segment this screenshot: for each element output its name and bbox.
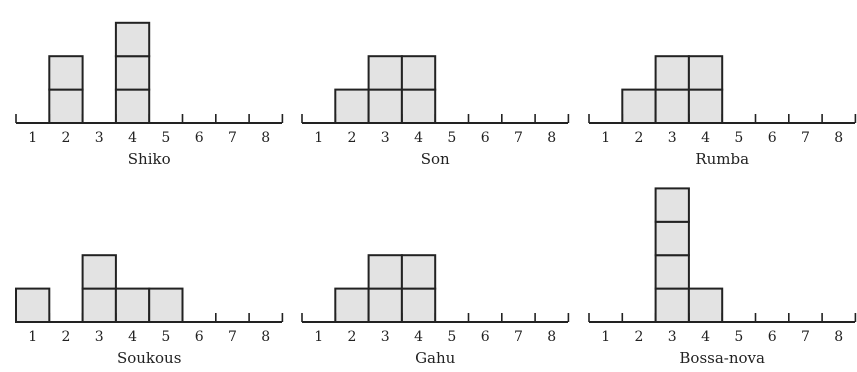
tick-label-shiko-4: 4 — [128, 130, 137, 146]
bar-son-3-unit-1 — [367, 88, 403, 124]
bar-rumba-3-unit-2 — [654, 55, 690, 91]
tick-label-rumba-5: 5 — [734, 130, 743, 146]
tick-label-soukous-6: 6 — [195, 329, 204, 345]
panel-title-soukous: Soukous — [117, 349, 181, 367]
panel-rumba: 1 2 3 4 5 6 7 8 Rumba — [588, 55, 857, 168]
tick-label-son-6: 6 — [481, 130, 490, 146]
tick-label-gahu-6: 6 — [481, 329, 490, 345]
tick-label-bossa-nova-1: 1 — [601, 329, 610, 345]
bar-rumba-4-unit-1 — [687, 88, 724, 124]
tick-label-soukous-4: 4 — [128, 329, 137, 345]
tick-label-shiko-2: 2 — [61, 130, 70, 146]
tick-label-shiko-3: 3 — [95, 130, 104, 146]
tick-label-gahu-8: 8 — [547, 329, 556, 345]
tick-label-bossa-nova-6: 6 — [768, 329, 777, 345]
bar-soukous-5-unit-1 — [148, 287, 184, 324]
tick-label-son-7: 7 — [514, 130, 523, 146]
tick-label-rumba-8: 8 — [834, 130, 843, 146]
panel-title-son: Son — [421, 150, 450, 168]
tick-label-rumba-4: 4 — [701, 130, 710, 146]
tick-label-shiko-5: 5 — [161, 130, 170, 146]
tick-label-rumba-3: 3 — [668, 130, 677, 146]
bar-son-3-unit-2 — [367, 55, 403, 91]
bar-shiko-2-unit-1 — [48, 88, 84, 124]
bar-rumba-3-unit-1 — [654, 88, 690, 124]
tick-label-bossa-nova-7: 7 — [801, 329, 810, 345]
tick-label-bossa-nova-3: 3 — [668, 329, 677, 345]
panel-title-rumba: Rumba — [695, 150, 749, 168]
bar-son-4-unit-2 — [400, 55, 437, 91]
bar-bossa-nova-3-unit-1 — [654, 287, 690, 324]
bar-soukous-3-unit-2 — [81, 254, 117, 290]
tick-label-gahu-2: 2 — [347, 329, 356, 345]
tick-label-rumba-6: 6 — [768, 130, 777, 146]
bar-soukous-3-unit-1 — [81, 287, 117, 324]
tick-label-shiko-6: 6 — [195, 130, 204, 146]
tick-label-soukous-2: 2 — [61, 329, 70, 345]
bar-bossa-nova-3-unit-2 — [654, 254, 690, 290]
tick-label-rumba-1: 1 — [601, 130, 610, 146]
bar-soukous-4-unit-1 — [114, 287, 151, 324]
bar-shiko-4-unit-3 — [114, 21, 151, 58]
tick-label-gahu-1: 1 — [314, 329, 323, 345]
tick-label-bossa-nova-5: 5 — [734, 329, 743, 345]
tick-label-son-2: 2 — [347, 130, 356, 146]
tick-label-gahu-4: 4 — [414, 329, 423, 345]
bar-shiko-4-unit-1 — [114, 88, 151, 124]
tick-label-soukous-8: 8 — [261, 329, 270, 345]
tick-label-shiko-7: 7 — [228, 130, 237, 146]
tick-label-gahu-5: 5 — [447, 329, 456, 345]
tick-label-soukous-1: 1 — [28, 329, 37, 345]
bar-bossa-nova-4-unit-1 — [687, 287, 724, 324]
tick-label-son-8: 8 — [547, 130, 556, 146]
bar-rumba-2-unit-1 — [621, 88, 657, 124]
panel-shiko: 1 2 3 4 5 6 7 8 Shiko — [15, 21, 284, 168]
panel-gahu: 1 2 3 4 5 6 7 8 Gahu — [301, 254, 570, 367]
tick-label-son-5: 5 — [447, 130, 456, 146]
tick-label-soukous-7: 7 — [228, 329, 237, 345]
bar-gahu-3-unit-1 — [367, 287, 403, 324]
tick-label-soukous-5: 5 — [161, 329, 170, 345]
panel-son: 1 2 3 4 5 6 7 8 Son — [301, 55, 570, 168]
bar-bossa-nova-3-unit-4 — [654, 187, 690, 223]
bar-shiko-4-unit-2 — [114, 55, 151, 91]
tick-label-son-3: 3 — [381, 130, 390, 146]
bar-bossa-nova-3-unit-3 — [654, 220, 690, 257]
bar-son-4-unit-1 — [400, 88, 437, 124]
tick-label-bossa-nova-4: 4 — [701, 329, 710, 345]
panel-title-bossa-nova: Bossa-nova — [679, 349, 765, 367]
panel-bossa-nova: 1 2 3 4 5 6 7 8 Bossa-nova — [588, 187, 857, 367]
bar-shiko-2-unit-2 — [48, 55, 84, 91]
tick-label-bossa-nova-8: 8 — [834, 329, 843, 345]
tick-label-gahu-3: 3 — [381, 329, 390, 345]
tick-label-son-1: 1 — [314, 130, 323, 146]
tick-label-soukous-3: 3 — [95, 329, 104, 345]
panel-title-gahu: Gahu — [415, 349, 456, 367]
tick-label-gahu-7: 7 — [514, 329, 523, 345]
bar-gahu-3-unit-2 — [367, 254, 403, 290]
tick-label-bossa-nova-2: 2 — [634, 329, 643, 345]
tick-label-rumba-7: 7 — [801, 130, 810, 146]
tick-label-shiko-8: 8 — [261, 130, 270, 146]
bar-soukous-1-unit-1 — [15, 287, 51, 324]
panel-title-shiko: Shiko — [128, 150, 171, 168]
bar-gahu-2-unit-1 — [334, 287, 370, 324]
tick-label-son-4: 4 — [414, 130, 423, 146]
tick-label-rumba-2: 2 — [634, 130, 643, 146]
bar-gahu-4-unit-1 — [400, 287, 437, 324]
panel-soukous: 1 2 3 4 5 6 7 8 Soukous — [15, 254, 284, 367]
bar-gahu-4-unit-2 — [400, 254, 437, 290]
bar-son-2-unit-1 — [334, 88, 370, 124]
tick-label-shiko-1: 1 — [28, 130, 37, 146]
bar-rumba-4-unit-2 — [687, 55, 724, 91]
